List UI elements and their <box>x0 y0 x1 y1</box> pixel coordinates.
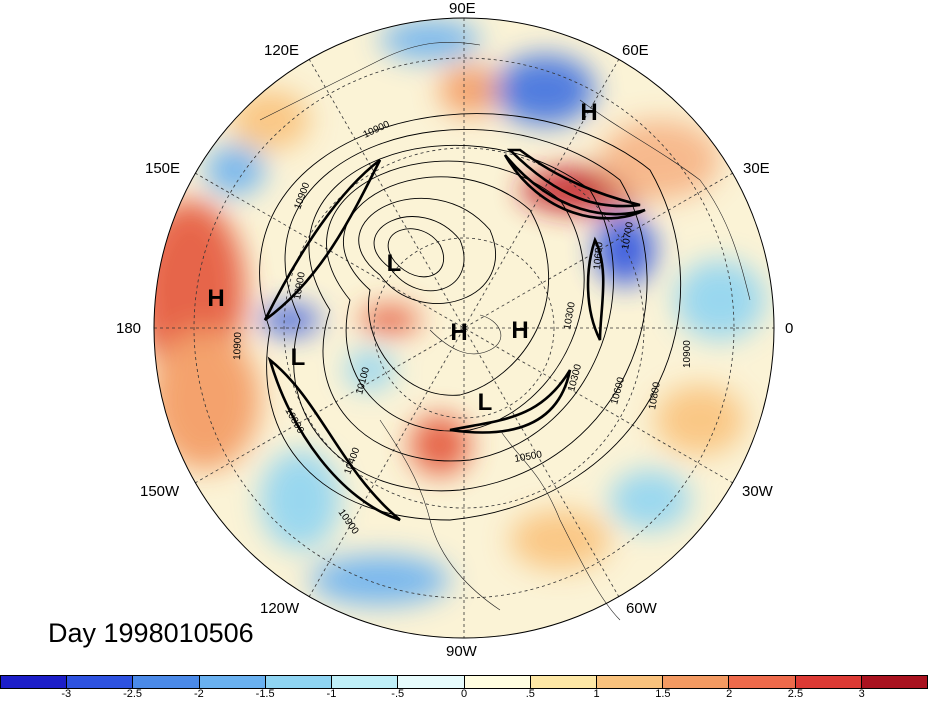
colorbar-swatch <box>133 676 200 688</box>
colorbar-swatch <box>795 676 862 688</box>
jet-contours <box>263 148 646 522</box>
colorbar-tick-label: 2.5 <box>787 688 804 700</box>
colorbar-swatch <box>332 676 399 688</box>
contour-label: 10700 <box>620 221 636 251</box>
colorbar-swatch <box>265 676 333 688</box>
lon-label-90e: 90E <box>449 0 476 17</box>
low-pressure-marker: L <box>387 250 402 277</box>
colorbar-swatch <box>729 676 796 688</box>
lon-label-120e: 120E <box>264 42 300 59</box>
colorbar-tick-label: 0 <box>460 688 468 700</box>
high-pressure-marker: H <box>580 99 597 126</box>
colorbar-swatch <box>530 676 597 688</box>
lon-label-30e: 30E <box>743 160 770 177</box>
colorbar-tick-label: .5 <box>525 688 535 700</box>
colorbar-tick-label: -2 <box>193 688 204 700</box>
lon-label-60e: 60E <box>622 42 649 59</box>
lon-label-0: 0 <box>785 320 794 337</box>
low-pressure-marker: L <box>478 389 493 416</box>
lon-label-150w: 150W <box>140 483 180 500</box>
colorbar-tick-label: 3 <box>858 688 865 700</box>
map-boundary <box>153 17 775 639</box>
contour-label: 10900 <box>232 331 244 360</box>
colorbar-tick-label: 1.5 <box>655 688 671 700</box>
high-pressure-marker: H <box>207 285 224 312</box>
coastlines <box>259 41 751 621</box>
colorbar-swatch <box>663 676 730 688</box>
colorbar-swatch <box>861 676 928 688</box>
colorbar-tick-label: -3 <box>61 688 72 700</box>
contour-label: 10800 <box>647 381 663 411</box>
colorbar <box>0 675 928 689</box>
high-pressure-marker: H <box>450 319 467 346</box>
colorbar-swatch <box>596 676 664 688</box>
contour-label: 10900 <box>292 271 308 301</box>
height-contours <box>259 113 682 521</box>
lon-label-150e: 150E <box>145 160 181 177</box>
contour-label: 10600 <box>592 241 605 270</box>
high-pressure-marker: H <box>511 317 528 344</box>
lon-label-60w: 60W <box>626 600 657 617</box>
lon-label-30w: 30W <box>742 483 773 500</box>
lon-label-90w: 90W <box>446 643 477 660</box>
colorbar-tick-label: 1 <box>593 688 600 700</box>
map-title: Day 1998010506 <box>48 618 254 648</box>
low-pressure-marker: L <box>291 344 306 371</box>
colorbar-swatch <box>398 676 465 688</box>
colorbar-swatch <box>464 676 531 688</box>
colorbar-swatch <box>199 676 266 688</box>
colorbar-swatch <box>67 676 134 688</box>
colorbar-tick-label: -1.5 <box>255 688 275 700</box>
contour-label: 10500 <box>514 449 544 465</box>
colorbar-tick-label: 2 <box>726 688 733 700</box>
colorbar-swatch <box>1 676 68 688</box>
contour-label: 10300 <box>562 301 578 331</box>
colorbar-tick-label: -2.5 <box>123 688 143 700</box>
colorbar-tick-label: -.5 <box>391 688 405 700</box>
colorbar-tick-label: -1 <box>326 688 337 700</box>
lon-label-120w: 120W <box>260 600 300 617</box>
lon-label-180: 180 <box>116 320 142 337</box>
contour-label: 10900 <box>682 340 693 368</box>
